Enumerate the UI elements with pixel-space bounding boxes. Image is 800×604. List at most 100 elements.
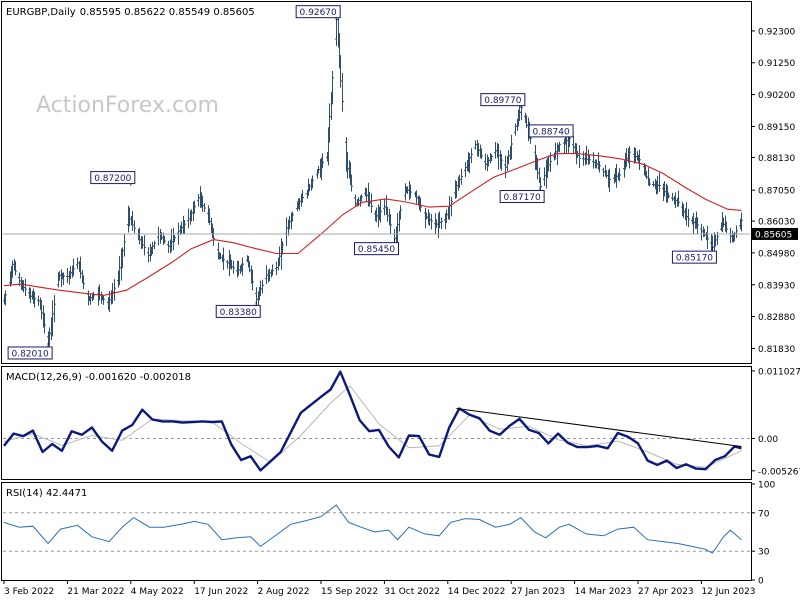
ohlc-bar [389,214,392,235]
time-tick-label: 21 Mar 2022 [67,587,124,597]
moving-average-line [3,152,742,296]
ohlc-bar [578,145,581,168]
price-y-tick-label: 0.88130 [758,154,795,164]
time-axis: 3 Feb 2022 21 Mar 2022 4 May 2022 17 Jun 20… [3,580,756,597]
ohlc-bar [82,275,85,289]
price-annotation: 0.85450 [353,238,399,256]
ohlc-bar [370,193,373,213]
ohlc-bar [143,235,146,256]
price-y-tick-label: 0.83930 [758,281,795,291]
ohlc-bar [350,174,353,192]
ohlc-bar [510,134,513,160]
rsi-y-axis: 100 70 30 0 [751,481,775,587]
price-annotation: 0.88740 [528,124,574,139]
ohlc-bar [409,184,412,199]
rsi-y-tick-label: 30 [758,548,770,558]
ohlc-bar [311,175,314,189]
ohlc-bar [558,141,561,153]
rsi-pane-frame [1,482,752,581]
last-price-badge [752,227,798,240]
ohlc-bar [460,168,463,185]
annotation-label: 0.83380 [220,308,257,318]
macd-y-tick-label: 0.00 [758,435,778,445]
time-tick-label: 12 Jun 2023 [701,587,755,597]
ohlc-bar [360,194,363,202]
price-annotation: 0.89770 [480,93,526,108]
time-tick-label: 4 May 2022 [131,587,184,597]
macd-y-tick-label: 0.011027 [758,367,800,377]
rsi-y-tick-label: 100 [758,481,775,491]
annotation-box [353,242,399,256]
annotation-label: 0.88740 [532,127,569,137]
macd-main-line [3,370,742,472]
last-price-group: 0.85605 [3,227,798,240]
ohlc-bar [430,214,433,230]
annotation-label: 0.89770 [484,96,521,106]
rsi-y-tick-label: 0 [758,577,764,587]
price-annotation: 0.87200 [90,171,136,186]
price-annotation: 0.87170 [499,186,545,203]
ohlc-bar [301,189,304,203]
rsi-y-tick-label: 70 [758,509,770,519]
time-tick-label: 17 Jun 2022 [194,587,248,597]
price-y-tick-label: 0.81830 [758,345,795,355]
price-pane-frame [1,1,752,364]
time-tick-label: 14 Dec 2022 [448,587,506,597]
rsi-lines [3,504,742,554]
ohlc-bar [33,291,36,308]
ohlc-bar [123,234,126,257]
rsi-levels [3,512,750,552]
price-annotations: 0.82010 0.87200 0.83380 0.92670 0.85450 0.897… [7,5,717,360]
ohlc-bar [379,200,382,223]
ohlc-bar [183,220,186,235]
price-y-tick-label: 0.89150 [758,123,795,133]
price-y-axis: 0.92300 0.91250 0.90200 0.89150 0.88130 0.870… [751,27,795,355]
macd-y-tick-label: -0.005267 [758,467,800,477]
ohlc-bar [212,228,215,246]
ohlc-bar [241,257,244,276]
price-pane-header: EURGBP,Daily 0.85595 0.85622 0.85549 0.85… [6,7,255,18]
price-annotation: 0.82010 [7,342,53,360]
ohlc-bar [480,148,483,160]
annotation-label: 0.85450 [358,245,395,255]
annotation-box [7,346,53,360]
price-y-tick-label: 0.92300 [758,27,795,37]
ohlc-bar [203,203,206,213]
price-y-tick-label: 0.87050 [758,187,795,197]
annotation-box [499,189,545,203]
ohlc-bar [281,241,284,255]
ohlc-bar [251,269,254,291]
price-y-tick-label: 0.84980 [758,249,795,259]
ohlc-bar [706,225,709,250]
ohlc-bar [608,168,611,192]
time-tick-label: 2 Aug 2022 [258,587,310,597]
ohlc-bar [321,153,324,169]
annotation-label: 0.92670 [300,8,337,18]
ohlc-bar [696,217,699,235]
price-y-tick-label: 0.90200 [758,91,795,101]
ohlc-bar [232,260,235,274]
ohlc-bar [677,190,680,207]
ohlc-bar [24,278,27,297]
ohlc-bar [648,178,651,187]
ohlc-bar [658,172,661,192]
time-tick-label: 31 Oct 2022 [384,587,440,597]
header-comma: , [47,7,50,18]
ohlc-bar [222,247,225,271]
macd-pane-frame [1,366,752,480]
annotation-box [671,250,717,264]
annotation-box [528,124,574,138]
ohlc-bar [687,208,690,228]
annotation-label: 0.87200 [94,174,131,184]
annotation-box [215,304,261,318]
time-tick-label: 15 Sep 2022 [321,587,378,597]
ohlc-bar [92,291,95,300]
price-annotation: 0.83380 [215,301,261,318]
ohlc-bar [399,205,402,220]
macd-signal-line [3,385,742,468]
annotation-box [90,171,136,185]
